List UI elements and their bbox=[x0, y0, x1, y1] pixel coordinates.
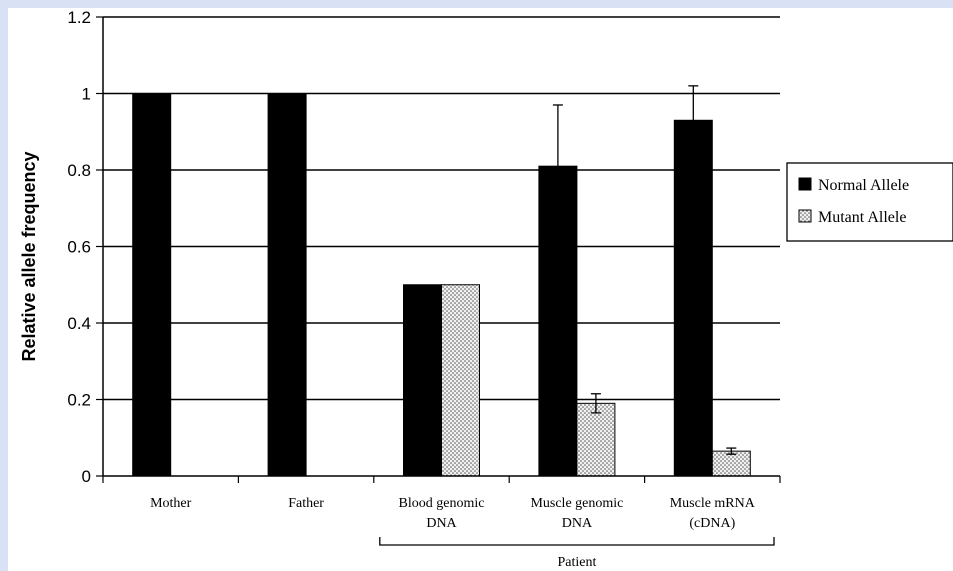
bar-chart: 0 0.2 0.4 0.6 0.8 1 1.2 Mother Father Blood genom… bbox=[19, 8, 953, 570]
legend-label: Normal Allele bbox=[818, 177, 909, 194]
x-tick-label: Blood genomic bbox=[399, 496, 485, 511]
bar-normal-2 bbox=[403, 284, 442, 477]
axes bbox=[96, 16, 781, 546]
legend-label: Mutant Allele bbox=[818, 209, 906, 226]
legend: Normal Allele Mutant Allele bbox=[786, 162, 953, 242]
y-tick-label: 0.8 bbox=[67, 161, 91, 180]
bar-normal-3 bbox=[538, 165, 578, 477]
bar-mutant-2 bbox=[441, 284, 480, 477]
y-tick-label: 1.2 bbox=[67, 8, 91, 27]
group-bracket bbox=[379, 537, 775, 546]
y-tick-label: 0 bbox=[82, 467, 91, 486]
x-tick-label: Father bbox=[288, 496, 324, 511]
y-axis-title: Relative allele frequency bbox=[19, 151, 39, 361]
bar-mutant-4 bbox=[711, 450, 751, 477]
bar-normal-0 bbox=[132, 93, 172, 477]
y-tick-label: 0.6 bbox=[67, 238, 91, 257]
x-tick-label: DNA bbox=[426, 516, 457, 531]
bar-normal-1 bbox=[267, 93, 307, 477]
bar-normal-4 bbox=[673, 119, 713, 477]
labels: 0 0.2 0.4 0.6 0.8 1 1.2 Mother Father Blood genom… bbox=[19, 8, 756, 570]
y-tick-label: 0.2 bbox=[67, 391, 91, 410]
legend-box bbox=[786, 162, 953, 242]
x-tick-label: Mother bbox=[150, 496, 192, 511]
bar-mutant-3 bbox=[576, 402, 616, 477]
gridlines bbox=[103, 16, 780, 401]
bars bbox=[132, 85, 751, 477]
x-tick-label: Muscle genomic bbox=[530, 496, 623, 511]
x-tick-label: (cDNA) bbox=[689, 516, 735, 531]
x-tick-label: DNA bbox=[562, 516, 593, 531]
legend-swatch bbox=[798, 177, 812, 191]
legend-swatch bbox=[798, 209, 812, 223]
group-label: Patient bbox=[557, 555, 596, 570]
chart-root: 0 0.2 0.4 0.6 0.8 1 1.2 Mother Father Blood genom… bbox=[8, 8, 953, 571]
x-tick-label: Muscle mRNA bbox=[670, 496, 756, 511]
y-tick-label: 0.4 bbox=[67, 314, 91, 333]
y-tick-label: 1 bbox=[82, 85, 91, 104]
